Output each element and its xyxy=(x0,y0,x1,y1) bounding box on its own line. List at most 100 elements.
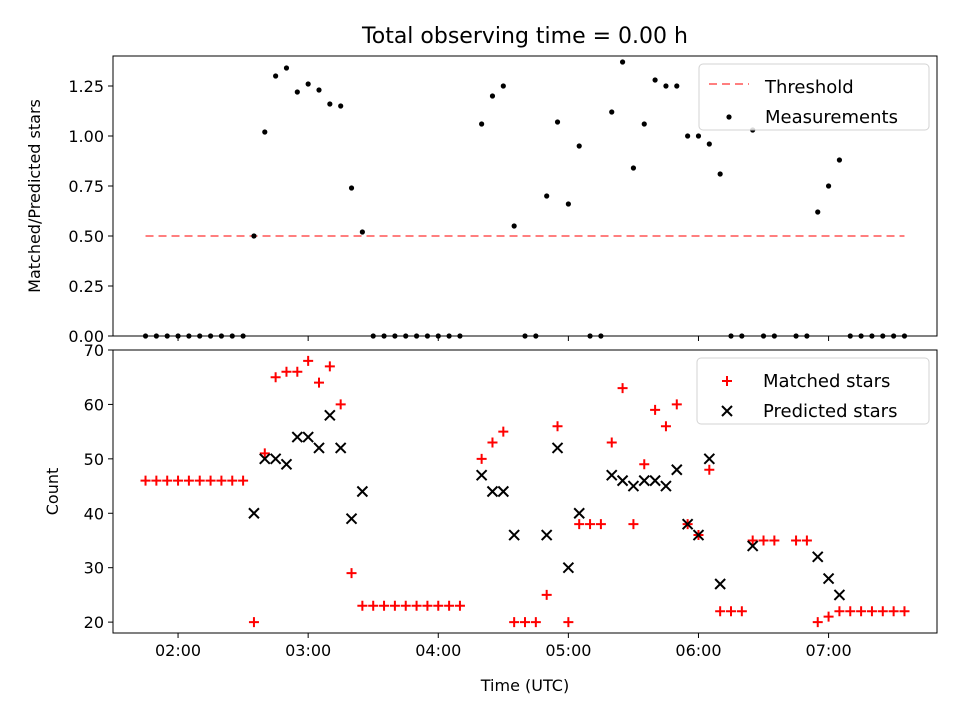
predicted-star-point xyxy=(822,572,835,585)
measurement-point xyxy=(479,121,485,127)
legend-box xyxy=(696,357,930,425)
measurement-point xyxy=(294,89,300,95)
predicted-star-point xyxy=(627,480,640,492)
x-tick-label: 06:00 xyxy=(675,641,721,660)
predicted-star-point xyxy=(671,464,683,476)
legend-label: Predicted stars xyxy=(763,401,897,422)
measurement-point xyxy=(630,165,637,171)
matched-star-point xyxy=(639,459,650,470)
matched-star-point xyxy=(509,617,520,628)
x-tick-label: 03:00 xyxy=(285,641,331,660)
legend-box xyxy=(698,63,930,131)
matched-star-point xyxy=(726,606,736,617)
predicted-star-point xyxy=(660,480,672,492)
predicted-star-point xyxy=(291,431,304,443)
predicted-star-point xyxy=(508,529,520,541)
measurement-point xyxy=(641,121,647,127)
matched-star-point xyxy=(845,606,856,617)
matched-star-point xyxy=(801,535,812,546)
predicted-star-point xyxy=(812,551,824,563)
matched-star-point xyxy=(747,535,758,546)
matched-star-point xyxy=(791,535,802,546)
bottom-panel: 02:00 03:00 04:00 05:00 06:00 07:00 20 30 40 50 60… xyxy=(43,341,938,695)
matched-star-point xyxy=(736,606,747,617)
measurement-point xyxy=(338,103,344,109)
y-tick-label: 1.25 xyxy=(68,77,104,96)
predicted-star-point xyxy=(714,578,726,590)
measurement-point xyxy=(262,129,268,135)
matched-star-point xyxy=(379,600,390,611)
matched-star-point xyxy=(389,600,400,611)
predicted-star-point xyxy=(259,453,271,465)
predicted-star-point xyxy=(540,529,553,541)
matched-star-point xyxy=(357,600,368,611)
legend: Matched stars Predicted stars xyxy=(696,357,930,425)
predicted-star-point xyxy=(562,561,575,574)
chart-title: Total observing time = 0.00 h xyxy=(361,24,688,49)
matched-star-point xyxy=(758,535,769,546)
matched-star-point xyxy=(877,606,888,617)
matched-star-point xyxy=(292,366,303,377)
measurement-point xyxy=(836,157,843,163)
predicted-star-point xyxy=(313,442,325,454)
predicted-star-point xyxy=(606,469,618,481)
matched-star-point xyxy=(238,475,249,486)
matched-star-point xyxy=(433,600,444,611)
predicted-star-point xyxy=(269,453,282,465)
matched-star-point xyxy=(866,606,877,617)
x-tick-label: 04:00 xyxy=(415,641,461,660)
y-tick-label: 0.75 xyxy=(68,177,104,196)
matched-star-point xyxy=(335,399,346,410)
matched-star-point xyxy=(205,475,216,486)
measurement-point xyxy=(554,119,561,125)
y-tick-label: 0.50 xyxy=(68,227,104,246)
matched-star-point xyxy=(454,600,465,611)
predicted-star-point xyxy=(356,485,369,498)
predicted-star-point xyxy=(616,474,629,487)
matched-star-point xyxy=(303,355,314,366)
measurement-point xyxy=(609,109,615,115)
matched-star-point xyxy=(552,421,563,432)
matched-star-point xyxy=(476,453,487,464)
matched-star-point xyxy=(899,606,910,617)
matched-star-point xyxy=(140,475,151,486)
legend-swatch xyxy=(726,114,732,120)
matched-star-point xyxy=(151,475,162,486)
predicted-star-point xyxy=(551,442,564,454)
y-tick-label: 60 xyxy=(84,395,104,414)
measurement-point xyxy=(359,229,365,235)
measurement-point xyxy=(717,171,723,177)
matched-star-point xyxy=(248,617,259,628)
x-tick-label: 05:00 xyxy=(545,641,591,660)
matched-star-point xyxy=(812,617,823,628)
y-tick-label: 40 xyxy=(84,504,104,523)
measurement-point xyxy=(576,143,582,149)
predicted-star-point xyxy=(302,431,314,443)
measurement-point xyxy=(273,73,279,79)
y-tick-label: 0.25 xyxy=(68,277,104,296)
matched-star-point xyxy=(314,377,324,388)
axes-frame xyxy=(112,55,938,337)
top-panel: 0.00 0.25 0.50 0.75 1.00 1.25 Matched/Predicte… xyxy=(25,55,938,346)
matched-star-point xyxy=(563,617,574,628)
predicted-star-point xyxy=(692,529,705,541)
measurement-point xyxy=(348,185,355,191)
matched-star-point xyxy=(346,568,357,579)
matched-star-point xyxy=(368,600,379,611)
measurement-point xyxy=(685,133,691,139)
measurement-point xyxy=(283,65,290,71)
measurement-point xyxy=(619,59,626,65)
measurement-point xyxy=(251,233,257,239)
y-tick-label: 30 xyxy=(84,559,104,578)
x-tick-label: 07:00 xyxy=(806,641,852,660)
matched-star-point xyxy=(194,475,205,486)
matched-star-point xyxy=(628,519,639,530)
series-predicted-stars xyxy=(248,409,846,601)
matched-star-point xyxy=(281,366,292,377)
x-tick-label: 02:00 xyxy=(155,641,201,660)
legend-label: Matched stars xyxy=(763,371,890,392)
matched-star-point xyxy=(606,437,617,448)
predicted-star-point xyxy=(649,474,661,487)
measurement-point xyxy=(706,141,712,147)
